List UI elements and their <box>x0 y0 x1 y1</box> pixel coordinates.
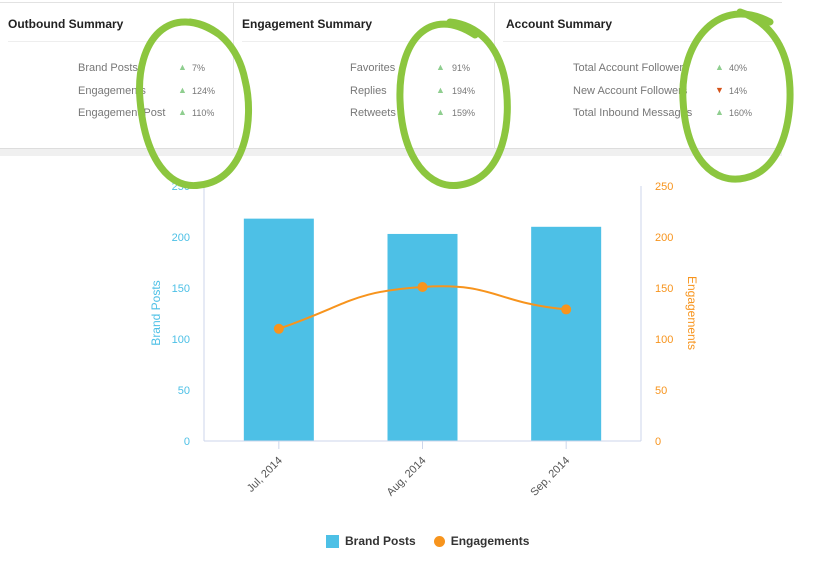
x-tick-label: Sep, 2014 <box>528 455 572 499</box>
metric-label: New Account Followers <box>573 85 688 97</box>
top-border <box>0 2 782 3</box>
chart-legend: Brand Posts Engagements <box>326 534 529 548</box>
left-tick-label: 50 <box>178 385 190 397</box>
metric-label: Brand Posts <box>78 62 138 74</box>
card-title: Account Summary <box>506 17 613 31</box>
x-tick-label: Aug, 2014 <box>385 455 429 499</box>
right-tick-label: 50 <box>655 385 667 397</box>
bar-brand-posts <box>387 233 458 441</box>
metric-label: Engagements <box>78 85 146 97</box>
right-tick-label: 100 <box>655 334 673 346</box>
right-tick-label: 250 <box>655 181 673 193</box>
card-title: Engagement Summary <box>242 17 373 31</box>
legend-line-marker-icon <box>433 535 445 547</box>
left-axis-title: Brand Posts <box>149 280 163 345</box>
left-tick-label: 0 <box>184 436 190 448</box>
legend-item-engagements[interactable]: Engagements <box>450 534 530 548</box>
metric-label: Replies <box>350 85 387 97</box>
x-tick-label: Jul, 2014 <box>245 455 285 495</box>
legend-item-brand-posts[interactable]: Brand Posts <box>345 534 416 548</box>
right-tick-label: 0 <box>655 436 661 448</box>
metric-label: Favorites <box>350 62 396 74</box>
legend-bar-swatch-icon <box>326 534 339 548</box>
engagements-point <box>561 304 572 315</box>
metric-label: Total Inbound Messages <box>573 107 693 119</box>
bar-brand-posts <box>531 226 602 441</box>
right-axis-title: Engagements <box>685 276 699 350</box>
left-tick-label: 100 <box>172 334 190 346</box>
metric-label: Total Account Followers <box>573 62 689 74</box>
right-tick-label: 200 <box>655 232 673 244</box>
left-tick-label: 200 <box>172 232 190 244</box>
engagements-point <box>417 281 428 292</box>
left-tick-label: 150 <box>172 283 190 295</box>
engagements-point <box>273 323 284 334</box>
metric-label: Retweets <box>350 107 396 119</box>
card-title: Outbound Summary <box>8 17 124 31</box>
left-tick-label: 250 <box>172 181 190 193</box>
right-tick-label: 150 <box>655 283 673 295</box>
separator-strip <box>0 148 782 156</box>
